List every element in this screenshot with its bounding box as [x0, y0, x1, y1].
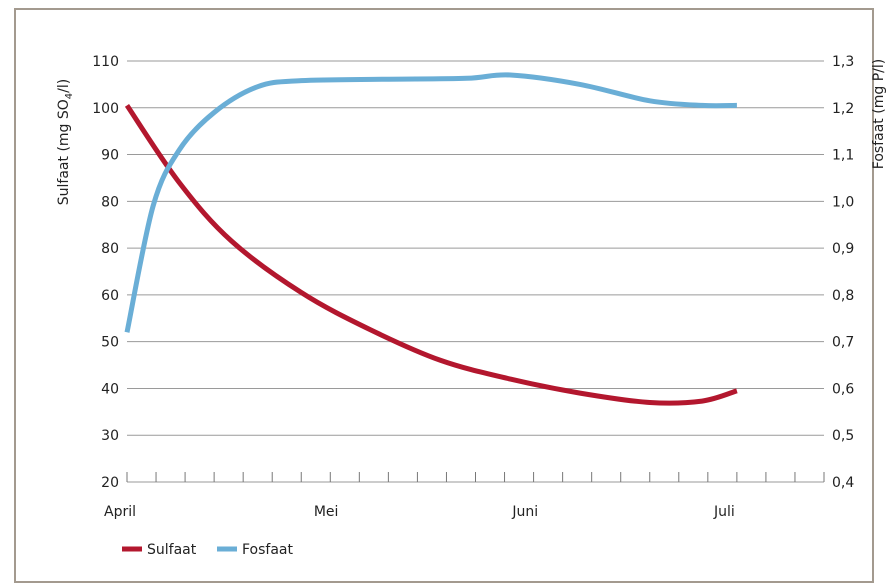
y-right-tick-label: 1,3	[832, 54, 854, 70]
legend-item-sulfaat: Sulfaat	[122, 542, 197, 558]
y-right-axis-title: Fosfaat (mg P/l)	[871, 59, 887, 169]
y-left-tick-label: 100	[92, 101, 119, 117]
x-tick-label: Mei	[314, 504, 339, 520]
gridlines	[127, 60, 824, 436]
y-left-tick-label: 30	[101, 428, 119, 444]
x-tick-label: Juni	[511, 504, 538, 520]
y-left-tick-label: 20	[101, 475, 119, 491]
y-right-tick-label: 1,0	[832, 194, 854, 210]
y-right-tick-label: 0,6	[832, 381, 854, 397]
tick-labels: 20 0,4 30 0,5 40 0,6 50 0,7 60 0,8 80 0,9 80 1,0 90 1,1…	[92, 54, 854, 520]
x-tick-label: April	[104, 504, 136, 520]
y-right-tick-label: 0,5	[832, 428, 854, 444]
y-left-tick-label: 80	[101, 194, 119, 210]
y-left-tick-label: 110	[92, 54, 119, 70]
y-left-tick-label: 40	[101, 381, 119, 397]
legend-item-fosfaat: Fosfaat	[217, 542, 294, 558]
y-right-tick-label: 0,9	[832, 241, 854, 257]
series-lines	[124, 72, 738, 406]
y-right-tick-label: 0,4	[832, 475, 854, 491]
y-left-tick-label: 90	[101, 148, 119, 164]
legend: Sulfaat Fosfaat	[122, 542, 294, 558]
x-tick-label: Juli	[713, 504, 735, 520]
y-left-tick-label: 80	[101, 241, 119, 257]
series-line-fosfaat	[124, 72, 737, 333]
y-right-tick-label: 0,7	[832, 335, 854, 351]
legend-label-sulfaat: Sulfaat	[147, 542, 197, 558]
y-left-tick-label: 60	[101, 288, 119, 304]
legend-label-fosfaat: Fosfaat	[242, 542, 294, 558]
y-right-tick-label: 1,1	[832, 148, 854, 164]
y-right-tick-label: 0,8	[832, 288, 854, 304]
y-left-tick-label: 50	[101, 335, 119, 351]
y-left-axis-title: Sulfaat (mg SO4/l)	[56, 79, 75, 205]
y-right-tick-label: 1,2	[832, 101, 854, 117]
series-line-sulfaat	[124, 104, 738, 406]
axes	[126, 472, 825, 483]
